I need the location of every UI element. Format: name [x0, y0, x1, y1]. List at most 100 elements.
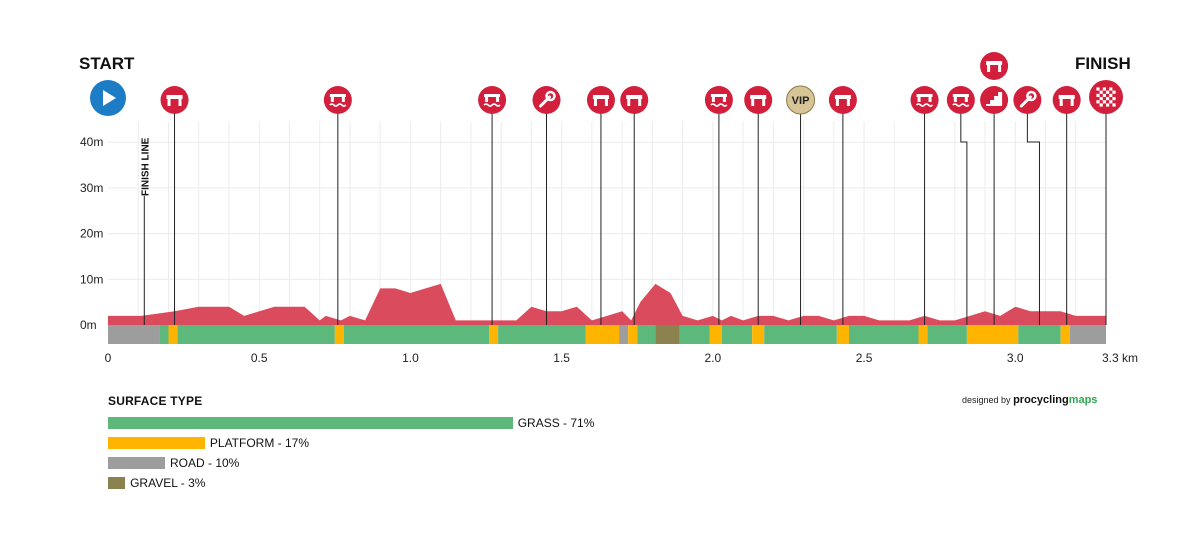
axes: 0m 10m 20m 30m 40m 0 0.5 1.0 1.5 2.0 2.5 3.0 3.3 km [80, 135, 1138, 365]
start-label: START [79, 54, 135, 73]
marker-barrier-icon [586, 86, 615, 325]
grid-lines [108, 121, 1106, 325]
water-glyph [483, 103, 501, 107]
legend-item-grass: GRASS - 71% [108, 416, 595, 430]
surface-grass [1018, 325, 1061, 344]
finish-line-label: FINISH LINE [140, 137, 151, 196]
surface-road [619, 325, 629, 344]
flag-square [1102, 100, 1106, 104]
barrier-glyph [987, 65, 991, 72]
x-tick-label: 3.3 km [1102, 351, 1138, 365]
bridge-glyph [953, 97, 957, 102]
barrier-glyph [846, 99, 850, 106]
flag-square [1109, 93, 1113, 97]
legend-bar [108, 477, 126, 489]
surface-platform [628, 325, 638, 344]
x-tick-label: 0.5 [251, 351, 268, 365]
bridge-glyph [964, 97, 968, 102]
surface-grass [927, 325, 967, 344]
water-glyph [710, 103, 728, 107]
y-tick-label: 30m [80, 181, 103, 195]
marker-water-bridge-icon [946, 86, 975, 325]
bridge-glyph [928, 97, 932, 102]
legend-label: PLATFORM - 17% [209, 436, 310, 450]
flag-square [1096, 93, 1100, 97]
legend-item-road: ROAD - 10% [108, 456, 240, 470]
legend-item-platform: PLATFORM - 17% [108, 436, 310, 450]
surface-platform [585, 325, 620, 344]
x-tick-label: 1.0 [402, 351, 419, 365]
barrier-glyph [835, 99, 839, 106]
flag-square [1112, 97, 1116, 101]
bridge-glyph [329, 94, 346, 97]
surface-platform [836, 325, 849, 344]
water-glyph [952, 103, 970, 107]
barrier-glyph [178, 99, 182, 106]
flag-square [1099, 97, 1103, 101]
surface-grass [848, 325, 919, 344]
legend-label: ROAD - 10% [170, 456, 240, 470]
course-markers: VIP [90, 52, 1123, 325]
flag-square [1112, 103, 1116, 107]
marker-circle [980, 52, 1009, 80]
bridge-glyph [330, 97, 334, 102]
barrier-glyph [166, 95, 183, 99]
surface-road [108, 325, 160, 344]
marker-barrier-icon [620, 86, 649, 325]
surface-gravel [655, 325, 680, 344]
wrench-glyph [545, 90, 556, 102]
legend-label: GRASS - 71% [517, 416, 595, 430]
marker-circle [620, 86, 649, 114]
marker-leader [1026, 114, 1040, 325]
flag-square [1112, 90, 1116, 94]
legend-label: GRAVEL - 3% [130, 476, 206, 490]
flag-square [1099, 90, 1103, 94]
marker-stairs-icon [980, 86, 1009, 325]
marker-barrier-icon [980, 52, 1009, 80]
water-glyph [329, 103, 347, 107]
surface-platform [752, 325, 765, 344]
play-glyph [103, 90, 116, 106]
barrier-glyph [626, 95, 643, 99]
x-tick-label: 1.5 [553, 351, 570, 365]
wrench-glyph [1026, 90, 1037, 102]
marker-water-bridge-icon [704, 86, 733, 325]
marker-circle [786, 85, 816, 115]
credit-brand-accent: maps [1068, 394, 1098, 406]
legend-item-gravel: GRAVEL - 3% [108, 476, 206, 490]
x-tick-label: 0 [105, 351, 112, 365]
credit-brand-main: procycling [1013, 394, 1069, 406]
marker-water-bridge-icon [478, 86, 507, 325]
barrier-glyph [1058, 95, 1075, 99]
bridge-glyph [952, 94, 969, 97]
flag-square [1099, 103, 1103, 107]
bridge-glyph [484, 94, 501, 97]
bridge-glyph [722, 97, 726, 102]
x-tick-label: 2.5 [856, 351, 873, 365]
legend-bar [108, 417, 513, 429]
surface-platform [709, 325, 722, 344]
barrier-glyph [604, 99, 608, 106]
barrier-glyph [751, 99, 755, 106]
marker-circle [946, 86, 975, 114]
marker-vip-icon: VIP [786, 85, 816, 325]
flag-square [1106, 97, 1110, 101]
marker-circle [744, 86, 773, 114]
barrier-glyph [834, 95, 851, 99]
legend-title: SURFACE TYPE [108, 394, 203, 408]
y-tick-label: 10m [80, 272, 103, 286]
flag-square [1109, 100, 1113, 104]
surface-platform [918, 325, 928, 344]
legend-bar [108, 437, 205, 449]
flag-square [1102, 87, 1106, 91]
marker-circle [323, 86, 352, 114]
marker-checkered-flag-icon [1089, 80, 1123, 325]
marker-circle [478, 86, 507, 114]
elevation-profile [108, 283, 1106, 325]
profile-area [108, 283, 1106, 325]
flag-square [1096, 87, 1100, 91]
marker-circle [586, 86, 615, 114]
barrier-glyph [998, 65, 1002, 72]
surface-platform [334, 325, 344, 344]
